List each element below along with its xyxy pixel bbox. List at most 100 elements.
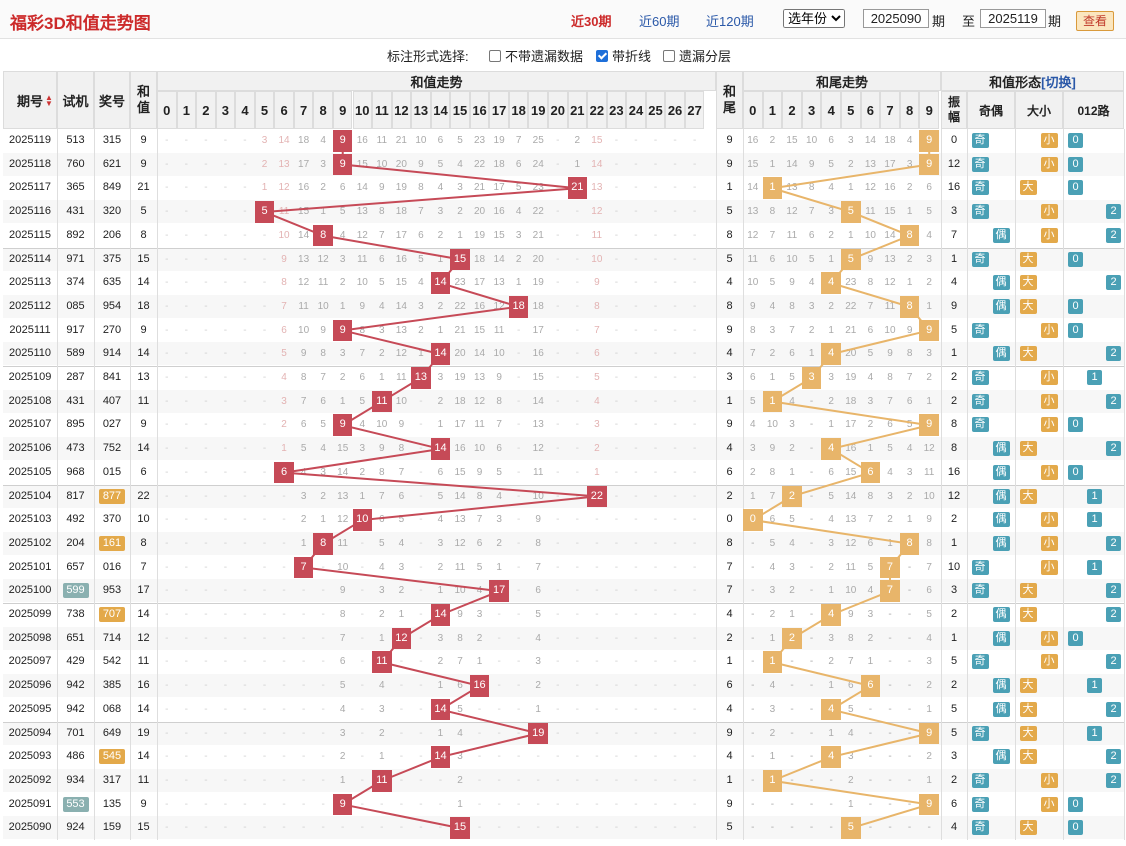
- sum-axis-label: 2: [196, 91, 216, 129]
- sum-miss-cell: -: [556, 774, 560, 786]
- sum-miss-cell: 1: [437, 680, 444, 692]
- range-120-link[interactable]: 近120期: [706, 14, 754, 29]
- test-cell: 657: [66, 560, 85, 573]
- sum-miss-cell: -: [262, 490, 267, 502]
- tail-miss-cell: 3: [867, 395, 874, 407]
- test-cell: 934: [66, 773, 85, 786]
- sum-miss-cell: 2: [398, 585, 405, 597]
- sum-miss-cell: 6: [515, 158, 522, 170]
- sum-miss-cell: -: [692, 822, 697, 834]
- sum-miss-cell: -: [653, 229, 658, 241]
- sum-marker: 9: [332, 414, 353, 437]
- tail-miss-cell: -: [790, 703, 794, 715]
- oddeven-cell: 奇: [967, 200, 1015, 223]
- checkbox-icon[interactable]: [489, 50, 501, 62]
- sum-miss-cell: -: [614, 466, 619, 478]
- sum-marker: 7: [293, 556, 314, 579]
- sum-miss-cell: 1: [457, 229, 463, 241]
- sum-miss-cell: 7: [339, 632, 346, 644]
- tail-miss-cell: 6: [750, 372, 756, 383]
- tail-miss-cell: -: [751, 585, 755, 597]
- tail-miss-cell: 7: [867, 514, 874, 526]
- road-badge: 0: [1068, 156, 1083, 172]
- sum-miss-cell: -: [282, 727, 286, 739]
- tail-miss-cell: 14: [747, 182, 759, 194]
- from-issue-input[interactable]: 2025090: [863, 9, 929, 28]
- sum-miss-cell: 1: [457, 798, 463, 810]
- to-issue-input[interactable]: 2025119: [980, 9, 1046, 28]
- sum-miss-cell: 1: [418, 348, 424, 360]
- switch-link[interactable]: [切换]: [1041, 74, 1076, 90]
- checkbox-checked-icon[interactable]: [596, 50, 608, 62]
- sum-miss-cell: -: [165, 680, 169, 692]
- sum-miss-cell: -: [575, 727, 579, 739]
- award-cell: 385: [102, 679, 122, 692]
- sum-miss-cell: -: [653, 443, 658, 455]
- tail-miss-cell: -: [790, 680, 794, 692]
- sum-miss-cell: -: [165, 585, 169, 597]
- option-line[interactable]: 带折线: [596, 46, 651, 65]
- year-select[interactable]: 选年份: [783, 9, 845, 28]
- tail-miss-cell: -: [888, 774, 892, 786]
- sort-down-icon[interactable]: ▼: [45, 99, 53, 108]
- sum-cell: 15: [137, 252, 150, 265]
- big-badge: 大: [1019, 346, 1037, 362]
- sum-miss-cell: -: [595, 656, 599, 668]
- tail-miss-cell: 15: [786, 135, 798, 146]
- sum-miss-cell: -: [536, 751, 540, 763]
- tail-miss-cell: -: [809, 727, 814, 739]
- sum-miss-cell: -: [165, 822, 169, 834]
- sum-miss-cell: -: [301, 632, 306, 644]
- issue-cell: 2025115: [8, 228, 51, 241]
- sum-miss-cell: 1: [437, 419, 444, 431]
- sum-miss-cell: 15: [298, 206, 310, 218]
- award-cell: 752: [102, 442, 122, 455]
- even-badge: 偶: [992, 678, 1010, 694]
- sum-miss-cell: -: [419, 419, 423, 431]
- tail-cell: 2: [726, 631, 733, 644]
- checkbox-icon[interactable]: [663, 50, 675, 62]
- sum-miss-cell: -: [165, 703, 169, 715]
- sum-miss-cell: -: [477, 822, 482, 834]
- road-cell: 0: [1066, 248, 1085, 271]
- sum-miss-cell: 2: [281, 419, 287, 431]
- sum-miss-cell: -: [243, 490, 247, 502]
- sum-miss-cell: 16: [532, 348, 544, 360]
- sum-miss-cell: 3: [437, 632, 444, 644]
- sum-miss-cell: 11: [376, 135, 388, 146]
- option-no-missing[interactable]: 不带遗漏数据: [489, 46, 583, 65]
- sum-miss-cell: -: [516, 372, 521, 383]
- query-button[interactable]: 查看: [1076, 11, 1114, 31]
- sum-miss-cell: -: [595, 514, 599, 526]
- bigsmall-cell: 大: [1015, 745, 1063, 768]
- option-layer[interactable]: 遗漏分层: [663, 46, 731, 65]
- sum-miss-cell: -: [692, 798, 697, 810]
- sum-miss-cell: -: [477, 751, 482, 763]
- sum-miss-cell: 7: [281, 300, 287, 312]
- sum-miss-cell: 18: [493, 158, 505, 170]
- sum-cell: 9: [140, 134, 147, 146]
- sum-miss-cell: -: [673, 822, 677, 834]
- sum-marker: 14: [430, 698, 451, 721]
- test-cell: 085: [66, 299, 85, 312]
- sum-miss-cell: 10: [356, 277, 368, 289]
- range-60-link[interactable]: 近60期: [639, 14, 680, 29]
- tail-miss-cell: -: [809, 585, 814, 597]
- sort-icon[interactable]: ▲: [45, 93, 53, 102]
- tail-miss-cell: -: [868, 774, 873, 786]
- sum-axis-label: 12: [391, 91, 412, 129]
- sum-miss-cell: -: [438, 798, 443, 810]
- tail-axis-label: 5: [841, 91, 861, 129]
- sum-miss-cell: -: [282, 561, 286, 573]
- sum-miss-cell: -: [165, 206, 169, 218]
- amp-cell: 2: [950, 679, 958, 692]
- tail-cell: 1: [726, 394, 733, 407]
- tail-miss-cell: 2: [828, 229, 834, 241]
- road-cell: 0: [1066, 627, 1085, 650]
- oddeven-cell: 偶: [967, 532, 1015, 555]
- range-30-link[interactable]: 近30期: [571, 14, 612, 29]
- sum-miss-cell: -: [692, 348, 697, 360]
- tail-cell: 7: [726, 584, 733, 597]
- sum-miss-cell: -: [262, 537, 267, 549]
- sum-miss-cell: 3: [476, 609, 483, 620]
